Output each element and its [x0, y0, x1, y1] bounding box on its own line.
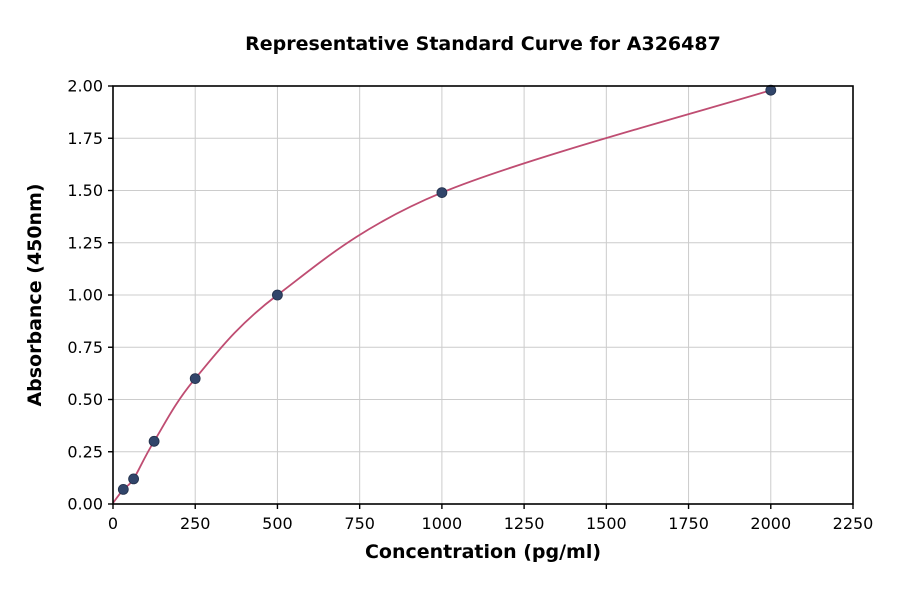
x-tick-label: 1750 — [668, 514, 709, 533]
data-point — [189, 373, 201, 385]
y-tick-label: 2.00 — [67, 77, 103, 96]
x-tick-label: 500 — [262, 514, 293, 533]
x-tick-label: 250 — [180, 514, 211, 533]
chart-title: Representative Standard Curve for A32648… — [245, 33, 721, 55]
data-point — [271, 289, 283, 301]
y-tick-label: 1.50 — [67, 181, 103, 200]
data-point — [117, 483, 129, 495]
x-tick-label: 1250 — [504, 514, 545, 533]
y-tick-label: 0.00 — [67, 495, 103, 514]
x-tick-label: 1500 — [586, 514, 627, 533]
x-tick-label: 2000 — [750, 514, 791, 533]
x-tick-label: 750 — [344, 514, 375, 533]
y-tick-label: 0.75 — [67, 338, 103, 357]
data-point — [148, 435, 160, 447]
x-tick-label: 1000 — [422, 514, 463, 533]
y-tick-label: 1.75 — [67, 129, 103, 148]
x-tick-label: 2250 — [833, 514, 874, 533]
data-point — [436, 187, 448, 199]
y-tick-label: 0.50 — [67, 390, 103, 409]
standard-curve-line — [112, 89, 772, 504]
x-tick-label: 0 — [108, 514, 118, 533]
y-tick-label: 1.25 — [67, 233, 103, 252]
y-tick-label: 0.25 — [67, 442, 103, 461]
plot-border — [112, 85, 854, 505]
data-point — [128, 473, 140, 485]
x-axis-label: Concentration (pg/ml) — [364, 541, 602, 563]
y-tick-label: 1.00 — [67, 286, 103, 305]
